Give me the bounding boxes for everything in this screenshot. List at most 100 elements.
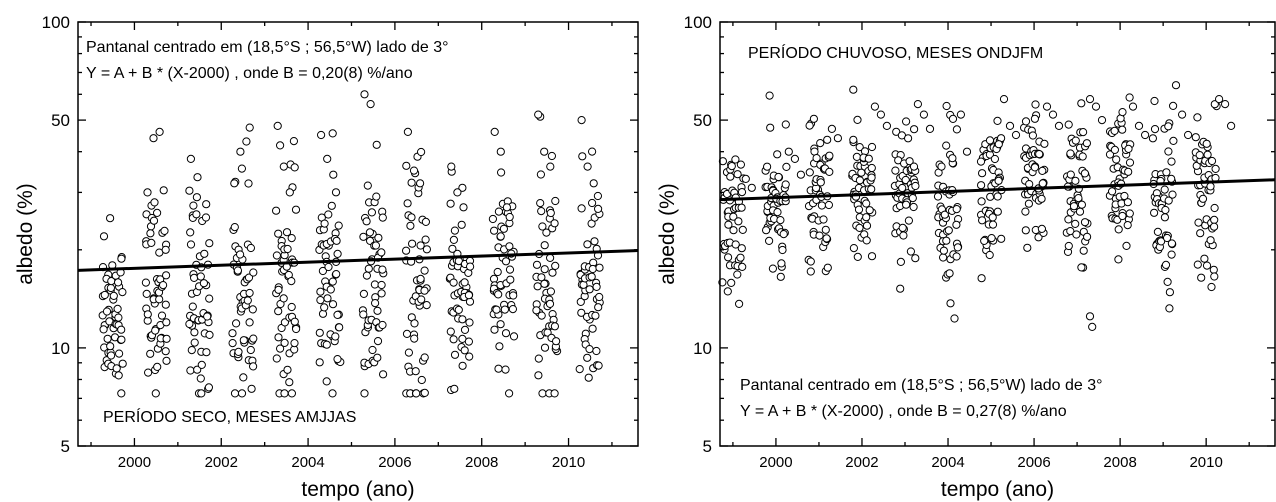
x-tick-label: 2000	[759, 454, 792, 471]
data-point	[332, 270, 341, 279]
data-point	[534, 371, 543, 380]
data-point	[1210, 215, 1219, 224]
data-point	[290, 317, 299, 326]
data-point	[993, 192, 1002, 201]
data-point	[1193, 113, 1202, 122]
x-tick-label: 2008	[1103, 454, 1136, 471]
data-point	[1125, 209, 1134, 218]
x-tick-label: 2006	[1017, 454, 1050, 471]
data-point	[994, 140, 1003, 149]
data-point	[536, 199, 545, 208]
data-point	[849, 85, 858, 94]
x-tick-labels: 2000 2002 2004 2006 2008 2010	[759, 454, 1223, 471]
data-point	[1097, 116, 1107, 125]
data-point	[585, 285, 594, 294]
data-point	[379, 370, 388, 379]
data-point	[1124, 144, 1133, 153]
data-point	[1021, 207, 1030, 216]
data-point	[781, 120, 790, 129]
data-point	[852, 152, 862, 161]
data-point	[849, 135, 858, 144]
data-point	[1141, 130, 1150, 140]
data-point	[538, 389, 547, 398]
data-point	[1184, 130, 1193, 140]
data-point	[1164, 147, 1173, 156]
data-point	[540, 147, 549, 156]
data-point	[950, 314, 959, 323]
data-point	[537, 273, 546, 282]
data-point	[205, 239, 214, 248]
data-point	[796, 170, 806, 179]
data-point	[147, 238, 156, 247]
data-point	[228, 339, 237, 348]
data-point	[854, 205, 864, 214]
data-point	[1168, 190, 1177, 199]
data-point	[773, 150, 782, 159]
data-point	[368, 345, 377, 355]
data-point	[151, 389, 160, 398]
data-point	[729, 226, 738, 235]
data-point	[1054, 121, 1064, 131]
data-point	[151, 326, 160, 335]
data-point	[550, 322, 560, 331]
data-point	[1071, 219, 1080, 228]
data-point	[540, 343, 550, 352]
data-point	[1037, 224, 1047, 233]
data-point	[855, 176, 865, 185]
data-point	[1202, 261, 1212, 270]
data-point	[193, 365, 202, 374]
data-point	[315, 328, 324, 337]
data-point	[546, 208, 555, 218]
data-point	[855, 223, 864, 232]
data-point	[328, 389, 337, 398]
x-tick-label: 2002	[845, 454, 878, 471]
data-point	[237, 389, 247, 398]
data-point	[862, 221, 872, 230]
data-point	[371, 299, 380, 308]
data-point	[320, 219, 329, 228]
data-point	[494, 290, 503, 299]
data-point	[460, 278, 469, 287]
data-point	[736, 160, 746, 169]
data-point	[855, 143, 864, 152]
data-point	[328, 300, 338, 309]
data-point	[824, 200, 834, 210]
data-point	[1206, 236, 1215, 245]
data-point	[816, 178, 825, 187]
data-point	[280, 318, 289, 327]
data-point	[1167, 157, 1176, 166]
data-point	[1200, 254, 1209, 263]
data-point	[333, 249, 342, 258]
data-point	[978, 216, 987, 225]
data-point	[272, 354, 281, 363]
data-point	[592, 282, 601, 291]
period-label: PERÍODO SECO, MESES AMJJAS	[103, 407, 356, 426]
data-point	[279, 294, 288, 303]
data-point	[244, 273, 254, 282]
data-point	[594, 204, 603, 213]
data-point	[100, 290, 109, 300]
data-point	[421, 235, 430, 244]
data-point	[274, 285, 283, 294]
data-point	[316, 296, 325, 305]
data-point	[1038, 179, 1047, 188]
data-point	[161, 347, 170, 356]
data-point	[862, 236, 871, 245]
data-point	[538, 222, 547, 231]
data-point	[141, 278, 150, 287]
data-point	[490, 325, 499, 334]
fit-line	[77, 249, 639, 272]
data-point	[731, 155, 740, 164]
y-axis-title: albedo (%)	[656, 183, 679, 285]
data-point	[118, 288, 127, 297]
data-point	[331, 188, 341, 197]
data-point	[536, 170, 546, 179]
data-point	[1167, 250, 1176, 259]
data-point	[980, 236, 989, 245]
data-point	[499, 224, 508, 233]
data-point	[458, 361, 467, 370]
data-point	[577, 308, 586, 317]
data-point	[993, 207, 1002, 216]
data-point	[117, 335, 126, 344]
data-point	[153, 208, 162, 217]
